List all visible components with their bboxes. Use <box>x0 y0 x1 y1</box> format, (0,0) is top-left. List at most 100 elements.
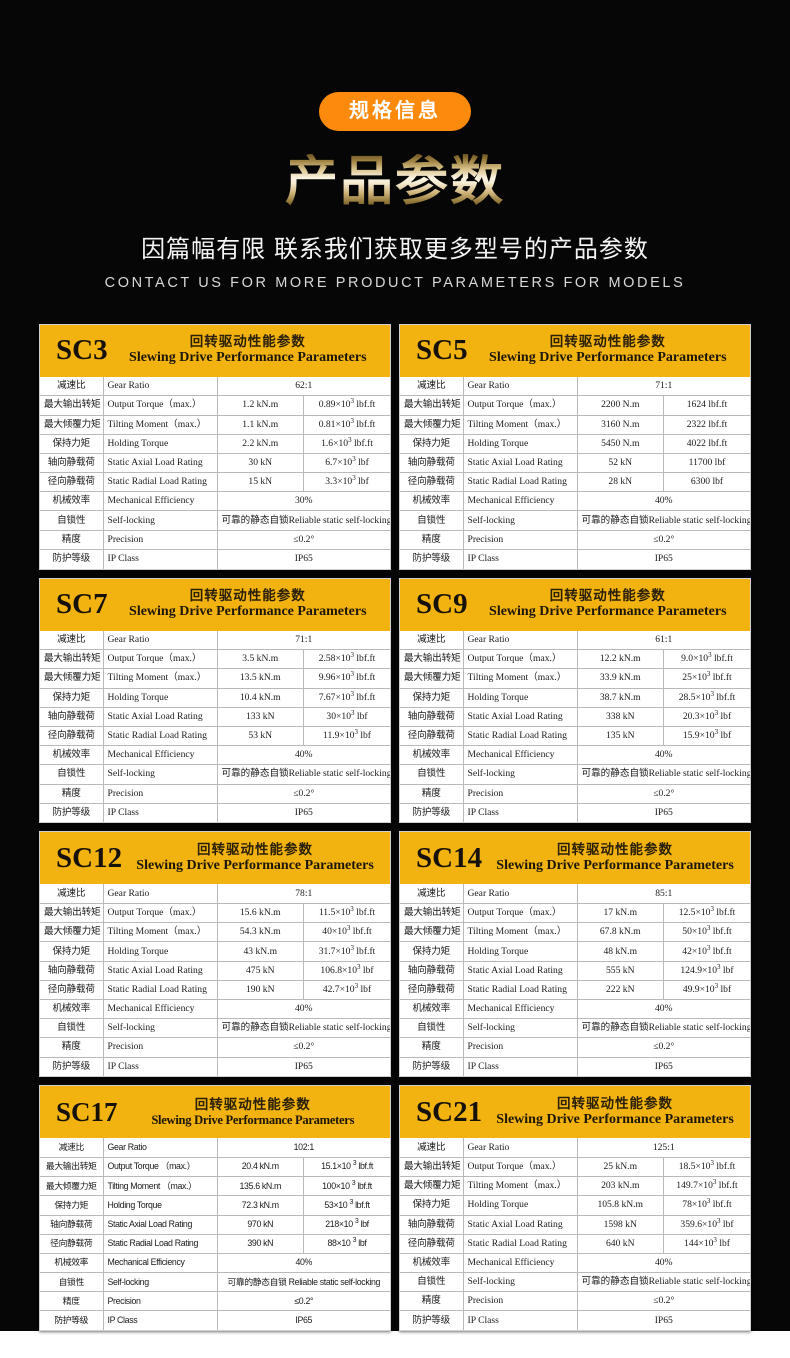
row-label-en: Output Torque （max.） <box>103 1157 218 1178</box>
table-row: 最大输出转矩 Output Torque（max.） 25 kN.m 18.5×103… <box>400 1157 750 1178</box>
row-value-imperial: 12.5×103 lbf.ft <box>663 903 750 924</box>
row-label-cn: 径向静载荷 <box>400 726 464 747</box>
table-row: 精度 Precision ≤0.2° <box>40 1037 390 1058</box>
row-value-efficiency: 40% <box>217 999 390 1020</box>
card-title-cn: 回转驱动性能参数 <box>549 334 666 350</box>
row-value-precision: ≤0.2° <box>577 1037 750 1058</box>
exponent: 3 <box>706 924 711 933</box>
table-row: 减速比 Gear Ratio 85:1 <box>400 884 750 905</box>
table-row: 防护等级 IP Class IP65 <box>400 549 750 569</box>
card-title-cn: 回转驱动性能参数 <box>189 588 306 604</box>
row-label-en: Static Radial Load Rating <box>463 472 578 493</box>
row-label-en: Holding Torque <box>463 941 578 962</box>
row-value-imperial: 30×103 lbf <box>303 707 390 727</box>
row-label-cn: 保持力矩 <box>40 1195 104 1216</box>
row-value-gear-ratio: 78:1 <box>217 884 390 905</box>
exponent: 3 <box>351 1179 356 1187</box>
table-row: 自锁性 Self-locking 可靠的静态自锁Reliable static se… <box>40 510 390 531</box>
row-label-en: Precision <box>463 1291 578 1312</box>
row-value-efficiency: 40% <box>577 745 750 766</box>
row-value-imperial: 15.9×103 lbf <box>663 726 750 747</box>
row-value-imperial: 78×103 lbf.ft <box>663 1195 750 1216</box>
row-label-en: Static Radial Load Rating <box>463 1234 578 1254</box>
row-label-cn: 防护等级 <box>400 1310 464 1331</box>
row-value-metric: 13.5 kN.m <box>217 668 304 689</box>
table-row: 径向静载荷 Static Radial Load Rating 190 kN 42.7… <box>40 980 390 1001</box>
table-row: 自锁性 Self-locking 可靠的静态自锁Reliable static se… <box>40 764 390 785</box>
card-header: SC5 回转驱动性能参数 Slewing Drive Performance Par… <box>400 324 750 377</box>
table-row: 减速比 Gear Ratio 78:1 <box>40 884 390 905</box>
row-label-en: Tilting Moment（max.） <box>463 415 578 435</box>
card-header-titles: 回转驱动性能参数 Slewing Drive Performance Parame… <box>114 588 386 620</box>
row-label-en: Static Axial Load Rating <box>463 453 578 474</box>
row-value-gear-ratio: 71:1 <box>577 376 750 397</box>
row-label-cn: 保持力矩 <box>400 688 464 708</box>
row-value-metric: 28 kN <box>577 472 664 493</box>
row-label-en: Tilting Moment （max.） <box>103 1176 218 1197</box>
table-row: 径向静载荷 Static Radial Load Rating 135 kN 15.9… <box>400 726 750 747</box>
row-value-imperial: 9.96×103 lbf.ft <box>303 668 390 689</box>
card-title-cn: 回转驱动性能参数 <box>549 588 666 604</box>
card-header: SC3 回转驱动性能参数 Slewing Drive Performance Par… <box>40 324 390 377</box>
row-label-en: Gear Ratio <box>463 1138 578 1158</box>
card-title-en: Slewing Drive Performance Parameters <box>496 858 734 874</box>
exponent: 3 <box>710 1158 714 1167</box>
row-label-en: Static Axial Load Rating <box>103 1215 218 1235</box>
exponent: 3 <box>708 651 712 660</box>
row-label-en: Self-locking <box>103 1018 218 1039</box>
row-label-en: Precision <box>103 530 218 550</box>
row-label-en: Self-locking <box>103 1272 218 1293</box>
row-label-en: IP Class <box>103 1310 218 1331</box>
row-label-en: Holding Torque <box>463 1195 578 1216</box>
spec-card-sc21: SC21 回转驱动性能参数 Slewing Drive Performance Pa… <box>399 1085 751 1332</box>
row-label-en: Static Radial Load Rating <box>103 472 218 493</box>
card-header: SC14 回转驱动性能参数 Slewing Drive Performance Pa… <box>400 832 750 885</box>
row-label-cn: 自锁性 <box>40 764 104 785</box>
row-label-cn: 减速比 <box>40 376 104 397</box>
spec-card-sc3: SC3 回转驱动性能参数 Slewing Drive Performance Par… <box>39 323 391 570</box>
table-row: 最大倾覆力矩 Tilting Moment（max.） 13.5 kN.m 9.96×… <box>40 668 390 689</box>
card-header-titles: 回转驱动性能参数 Slewing Drive Performance Parame… <box>474 334 746 366</box>
table-row: 防护等级 IP Class IP65 <box>400 1310 750 1331</box>
row-value-gear-ratio: 85:1 <box>577 884 750 905</box>
row-value-imperial: 6.7×103 lbf <box>303 453 390 474</box>
row-value-metric: 15.6 kN.m <box>217 903 304 924</box>
model-name: SC5 <box>416 334 468 367</box>
row-value-self-locking: 可靠的静态自锁Reliable static self-locking <box>217 1018 390 1039</box>
row-value-self-locking: 可靠的静态自锁Reliable static self-locking <box>577 1272 750 1293</box>
table-row: 自锁性 Self-locking 可靠的静态自锁 Reliable static s… <box>40 1272 390 1293</box>
row-label-en: Gear Ratio <box>463 630 578 651</box>
table-row: 减速比 Gear Ratio 61:1 <box>400 630 750 651</box>
row-label-en: Mechanical Efficiency <box>103 999 218 1020</box>
row-label-en: Mechanical Efficiency <box>463 745 578 766</box>
row-label-en: Gear Ratio <box>103 1138 218 1158</box>
row-value-metric: 1.1 kN.m <box>217 415 304 435</box>
row-label-cn: 最大输出转矩 <box>400 903 464 924</box>
row-label-cn: 精度 <box>40 784 104 804</box>
row-label-cn: 防护等级 <box>40 1057 104 1077</box>
row-label-en: Gear Ratio <box>463 884 578 905</box>
table-row: 径向静载荷 Static Radial Load Rating 390 kN 88×1… <box>40 1234 390 1254</box>
table-row: 自锁性 Self-locking 可靠的静态自锁Reliable static se… <box>400 764 750 785</box>
table-row: 减速比 Gear Ratio 125:1 <box>400 1138 750 1158</box>
row-value-imperial: 2.58×103 lbf.ft <box>303 649 390 670</box>
card-header-titles: 回转驱动性能参数 Slewing Drive Performance Parame… <box>474 588 746 620</box>
table-row: 精度 Precision ≤0.2° <box>400 530 750 550</box>
exponent: 3 <box>350 689 354 698</box>
card-title-en: Slewing Drive Performance Parameters <box>136 858 374 874</box>
row-value-metric: 72.3 kN.m <box>217 1195 304 1216</box>
row-value-metric: 135.6 kN.m <box>217 1176 304 1197</box>
row-label-cn: 径向静载荷 <box>400 1234 464 1254</box>
row-label-cn: 径向静载荷 <box>400 980 464 1001</box>
row-value-efficiency: 30% <box>217 491 390 512</box>
table-row: 机械效率 Mechanical Efficiency 40% <box>400 491 750 512</box>
spec-table: 减速比 Gear Ratio 78:1 最大输出转矩 Output Torque（max… <box>40 884 390 1077</box>
row-label-en: Static Axial Load Rating <box>103 453 218 474</box>
hero-subtitle-en: CONTACT US FOR MORE PRODUCT PARAMETERS F… <box>104 274 686 291</box>
exponent: 3 <box>354 981 359 990</box>
row-label-en: Static Axial Load Rating <box>103 707 218 727</box>
row-value-metric: 43 kN.m <box>217 941 304 962</box>
row-label-en: Output Torque（max.） <box>103 395 218 416</box>
card-header: SC17 回转驱动性能参数 Slewing Drive Performance Pa… <box>40 1086 390 1139</box>
exponent: 3 <box>717 1216 721 1225</box>
